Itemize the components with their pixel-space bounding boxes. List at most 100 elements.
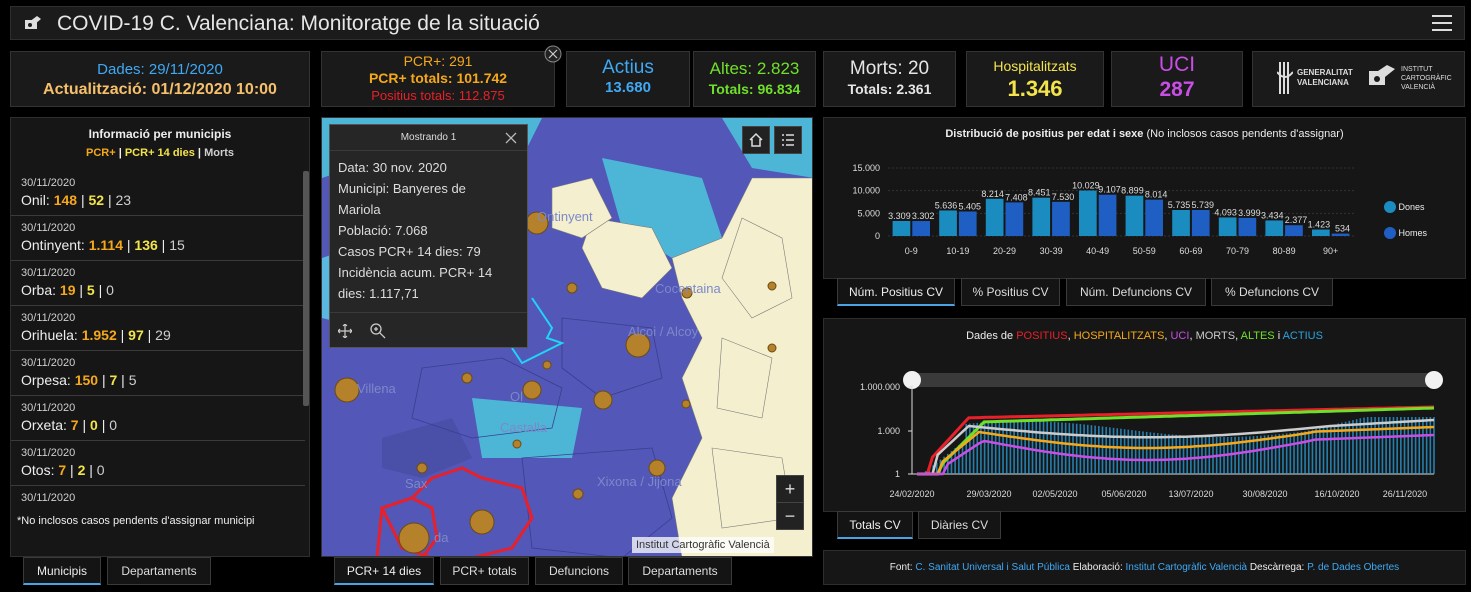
legend-list-icon[interactable]: [774, 126, 802, 154]
dades-date: Dades: 29/11/2020: [97, 61, 223, 78]
bar-homes[interactable]: [912, 221, 931, 236]
bar-dones[interactable]: [1032, 197, 1051, 236]
timeseries-panel: Dades de POSITIUS, HOSPITALITZATS, UCI, …: [823, 318, 1466, 512]
tab-totals-cv[interactable]: Totals CV: [837, 511, 913, 539]
timeseries-chart[interactable]: 1.000.000 1.000 1 24/02/2020 29/03/2020 02/05…: [824, 359, 1467, 511]
zoom-out-button[interactable]: −: [776, 502, 804, 530]
altes-today: Altes: 2.823: [709, 59, 800, 78]
bar-homes[interactable]: [1052, 201, 1070, 236]
y-tick-label: 15.000: [852, 163, 880, 173]
bar-dones[interactable]: [1265, 220, 1284, 236]
timeseries-title-part: MORTS: [1195, 330, 1236, 342]
timeseries-title-part: POSITIUS: [1016, 330, 1068, 342]
list-item[interactable]: 30/11/2020 Otos: 7 | 2 | 0: [11, 441, 305, 486]
bar-homes[interactable]: [1145, 199, 1164, 236]
positius-line: [917, 405, 1435, 476]
bar-data-label: 8.899: [1121, 186, 1144, 196]
x-tick-label: 0-9: [905, 246, 918, 256]
pcr14-value: 7: [109, 372, 118, 388]
list-item[interactable]: 30/11/2020 Onil: 148 | 52 | 23: [11, 171, 305, 216]
age-chart-title-main: Distribució de positius per edat i sexe: [945, 128, 1144, 140]
municipis-list[interactable]: 30/11/2020 Onil: 148 | 52 | 23 30/11/2020 O…: [11, 171, 305, 506]
bar-homes[interactable]: [958, 211, 977, 236]
tab-departaments-map[interactable]: Departaments: [628, 557, 732, 585]
pan-icon[interactable]: [338, 324, 352, 338]
hosp-tile: Hospitalitzats 1.346: [966, 51, 1104, 107]
pcr-totals: PCR+ totals: 101.742: [368, 70, 508, 86]
footer-desc-link[interactable]: P. de Dades Obertes: [1307, 562, 1400, 573]
tab-pcr14[interactable]: PCR+ 14 dies: [334, 557, 434, 585]
bar-dones[interactable]: [985, 198, 1004, 236]
bar-dones[interactable]: [1172, 210, 1190, 236]
zoom-to-icon[interactable]: [370, 323, 386, 339]
bar-homes[interactable]: [1191, 209, 1210, 236]
bar-homes[interactable]: [1285, 225, 1303, 236]
hamburger-menu-icon[interactable]: [1432, 15, 1452, 33]
list-scrollbar[interactable]: [303, 171, 309, 406]
icv-logo-icon: [1369, 65, 1395, 85]
tab-diaries-cv[interactable]: Diàries CV: [918, 511, 1001, 539]
bar-homes[interactable]: [1005, 202, 1024, 236]
list-item[interactable]: 30/11/2020 Orihuela: 1.952 | 97 | 29: [11, 306, 305, 351]
map-label: Xixona / Jijona: [597, 474, 682, 489]
range-slider-track[interactable]: [912, 373, 1434, 387]
tab-pct-defuncions[interactable]: % Defuncions CV: [1211, 278, 1333, 306]
bar-homes[interactable]: [1238, 217, 1257, 236]
x-tick-label: 50-59: [1133, 246, 1156, 256]
timeseries-title-part: ,: [1067, 330, 1074, 342]
list-item-values: Orxeta: 7 | 0 | 0: [21, 417, 118, 433]
tab-num-positius[interactable]: Núm. Positius CV: [837, 278, 955, 306]
bar-homes[interactable]: [1331, 233, 1350, 236]
municipi-name: Orxeta:: [21, 417, 67, 433]
list-item-date: 30/11/2020: [21, 177, 76, 189]
pcr-value: 19: [59, 282, 76, 298]
x-tick-label: 70-79: [1226, 246, 1249, 256]
list-item-date: 30/11/2020: [21, 312, 76, 324]
bar-dones[interactable]: [1311, 229, 1330, 236]
x-tick-label: 16/10/2020: [1314, 489, 1359, 499]
zoom-in-button[interactable]: +: [776, 475, 804, 503]
bar-homes[interactable]: [1098, 194, 1117, 236]
list-item[interactable]: 30/11/2020 Ontinyent: 1.114 | 136 | 15: [11, 216, 305, 261]
range-slider-end-handle[interactable]: [1425, 371, 1443, 389]
municipis-panel: Informació per municipis PCR+ | PCR+ 14 …: [10, 117, 310, 557]
bar-dones[interactable]: [1125, 195, 1144, 236]
tab-num-defuncions[interactable]: Núm. Defuncions CV: [1066, 278, 1206, 306]
map-attribution: Institut Cartogràfic Valencià: [632, 537, 774, 553]
age-chart: 15.000 10.000 5.000 0 0-9 3.309 3.302 10-19 5.63…: [852, 163, 1354, 256]
list-item[interactable]: 30/11/2020 Orxeta: 7 | 0 | 0: [11, 396, 305, 441]
bar-data-label: 4.093: [1214, 207, 1237, 217]
pcr-today: PCR+: 291: [403, 53, 473, 69]
tab-pct-positius[interactable]: % Positius CV: [961, 278, 1060, 306]
bar-dones[interactable]: [1078, 190, 1097, 236]
home-icon[interactable]: [742, 126, 770, 154]
tab-defuncions[interactable]: Defuncions: [535, 557, 623, 585]
range-slider-start-handle[interactable]: [903, 371, 921, 389]
bar-dones[interactable]: [939, 210, 957, 236]
icv-logo: INSTITUT CARTOGRÀFIC VALENCIÀ: [1401, 66, 1452, 91]
map-label: Castalla: [500, 420, 548, 435]
x-tick-label: 30/08/2020: [1242, 489, 1287, 499]
expand-icon[interactable]: [544, 45, 562, 63]
list-item[interactable]: 30/11/2020: [11, 486, 305, 506]
pcr-value: 1.114: [88, 237, 123, 253]
close-icon[interactable]: [505, 132, 517, 144]
bar-data-label: 5.636: [935, 200, 958, 210]
pcr-value: 148: [53, 192, 78, 208]
bar-dones[interactable]: [1218, 217, 1237, 236]
timeseries-title: Dades de POSITIUS, HOSPITALITZATS, UCI, …: [824, 330, 1465, 342]
pcr14-value: 5: [86, 282, 95, 298]
tab-municipis[interactable]: Municipis: [23, 557, 101, 585]
popup-line: Incidència acum. PCR+ 14: [338, 265, 493, 280]
legend-dones: Dones: [1384, 201, 1425, 213]
footer-font-link[interactable]: C. Sanitat Universal i Salut Pública: [915, 562, 1070, 573]
y-tick-label: 1: [895, 469, 900, 479]
list-item[interactable]: 30/11/2020 Orpesa: 150 | 7 | 5: [11, 351, 305, 396]
altes-tile: Altes: 2.823 Totals: 96.834: [693, 51, 816, 107]
tab-pcr-totals[interactable]: PCR+ totals: [440, 557, 529, 585]
footer-elab-link[interactable]: Institut Cartogràfic Valencià: [1125, 562, 1248, 573]
bar-dones[interactable]: [892, 220, 911, 236]
list-item[interactable]: 30/11/2020 Orba: 19 | 5 | 0: [11, 261, 305, 306]
tab-departaments-left[interactable]: Departaments: [107, 557, 211, 585]
bar-data-label: 10.029: [1072, 181, 1100, 191]
